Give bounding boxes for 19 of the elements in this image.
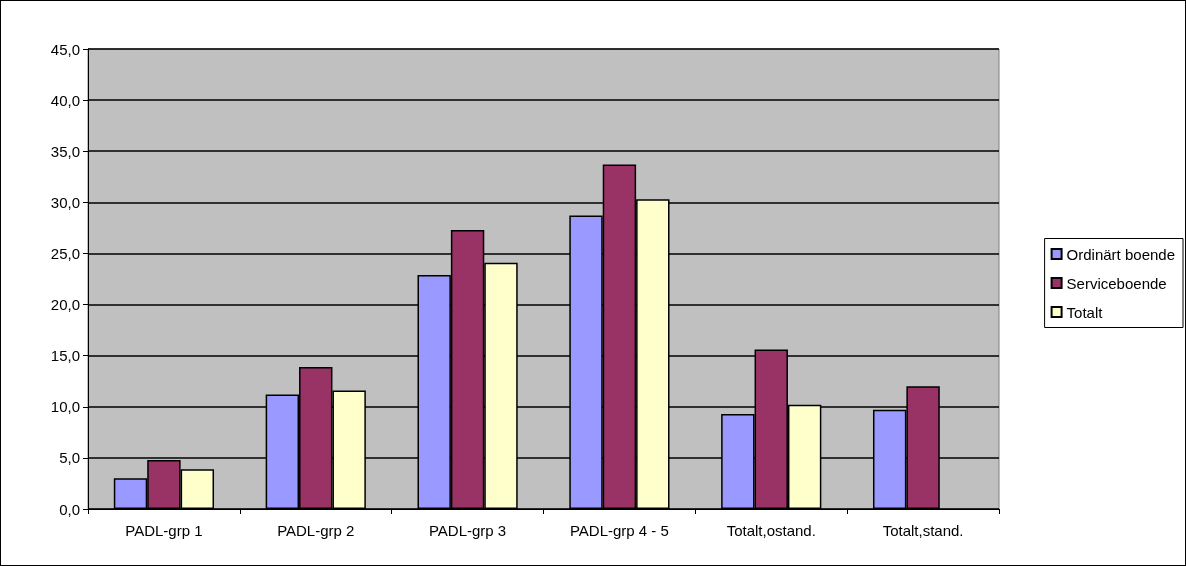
y-tick-label: 15,0 [50, 347, 80, 365]
y-tick-label: 10,0 [50, 398, 80, 416]
x-tick-label: PADL-grp 4 - 5 [569, 522, 669, 539]
x-tick-label: PADL-grp 1 [125, 522, 203, 539]
y-tick-label: 40,0 [50, 91, 80, 109]
x-tick-label: Totalt,stand. [882, 522, 964, 539]
y-tick-label: 5,0 [59, 449, 80, 467]
x-tick-label: Totalt,ostand. [726, 522, 816, 539]
y-tick-label: 20,0 [50, 296, 80, 314]
y-tick-label: 45,0 [50, 40, 80, 58]
legend-label: Serviceboende [1066, 274, 1167, 292]
y-tick-label: 25,0 [50, 244, 80, 262]
y-tick-label: 35,0 [50, 142, 80, 160]
legend-label: Totalt [1066, 303, 1104, 321]
legend-label: Ordinärt boende [1066, 245, 1175, 263]
x-tick-label: PADL-grp 3 [428, 522, 507, 539]
y-tick-label: 0,0 [59, 500, 80, 518]
y-tick-label: 30,0 [50, 193, 80, 211]
x-tick-label: PADL-grp 2 [277, 522, 355, 539]
